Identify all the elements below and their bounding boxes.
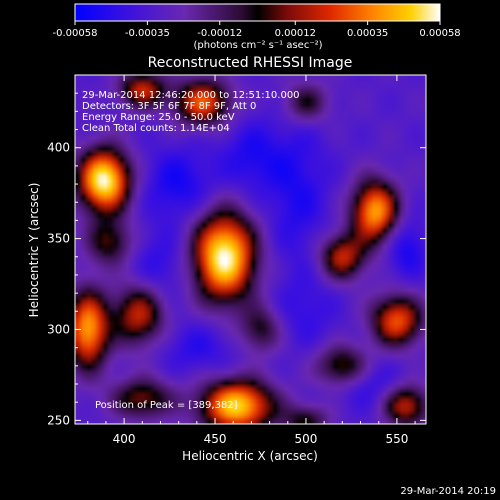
info-line: Clean Total counts: 1.14E+04: [82, 123, 230, 134]
x-tick-label: 550: [385, 432, 408, 446]
y-tick-label: 300: [47, 322, 70, 336]
heatmap-plot: 400 450 500 550 250 300 350 400: [47, 74, 427, 446]
axis-ticks: [75, 75, 426, 424]
y-tick-label: 350: [47, 232, 70, 246]
axis-tick-labels: 400 450 500 550 250 300 350 400: [47, 141, 408, 446]
colorbar-tick-label: -0.00035: [125, 28, 170, 39]
colorbar-tick-label: 0.00012: [275, 28, 316, 39]
peak-position-label: Position of Peak = [389,382]: [95, 400, 238, 411]
info-line: 29-Mar-2014 12:46:20.000 to 12:51:10.000: [82, 90, 300, 101]
heatmap-image: [75, 75, 426, 424]
colorbar: -0.00058 -0.00035 -0.00012 0.00012 0.00035 0.…: [53, 3, 461, 51]
x-axis-label: Heliocentric X (arcsec): [182, 449, 318, 463]
chart-title: Reconstructed RHESSI Image: [148, 55, 353, 71]
info-overlay: 29-Mar-2014 12:46:20.000 to 12:51:10.000…: [82, 90, 300, 134]
plot-frame: [74, 74, 427, 425]
x-tick-label: 450: [204, 432, 227, 446]
colorbar-rect: [74, 3, 441, 22]
y-tick-label: 250: [47, 413, 70, 427]
colorbar-tick-label: -0.00012: [197, 28, 242, 39]
colorbar-tick-label: 0.00035: [347, 28, 388, 39]
info-line: Energy Range: 25.0 - 50.0 keV: [82, 112, 235, 123]
timestamp: 29-Mar-2014 20:19: [400, 486, 496, 497]
x-tick-label: 500: [295, 432, 318, 446]
y-tick-label: 400: [47, 141, 70, 155]
colorbar-tick-label: 0.00058: [419, 28, 460, 39]
x-tick-label: 400: [113, 432, 136, 446]
y-axis-label: Heliocentric Y (arcsec): [27, 183, 41, 318]
colorbar-tick-label: -0.00058: [53, 28, 98, 39]
colorbar-units: (photons cm⁻² s⁻¹ asec⁻²): [193, 40, 322, 51]
info-line: Detectors: 3F 5F 6F 7F 8F 9F, Att 0: [82, 101, 256, 112]
colorbar-ticks: -0.00058 -0.00035 -0.00012 0.00012 0.00035 0.…: [53, 21, 461, 39]
